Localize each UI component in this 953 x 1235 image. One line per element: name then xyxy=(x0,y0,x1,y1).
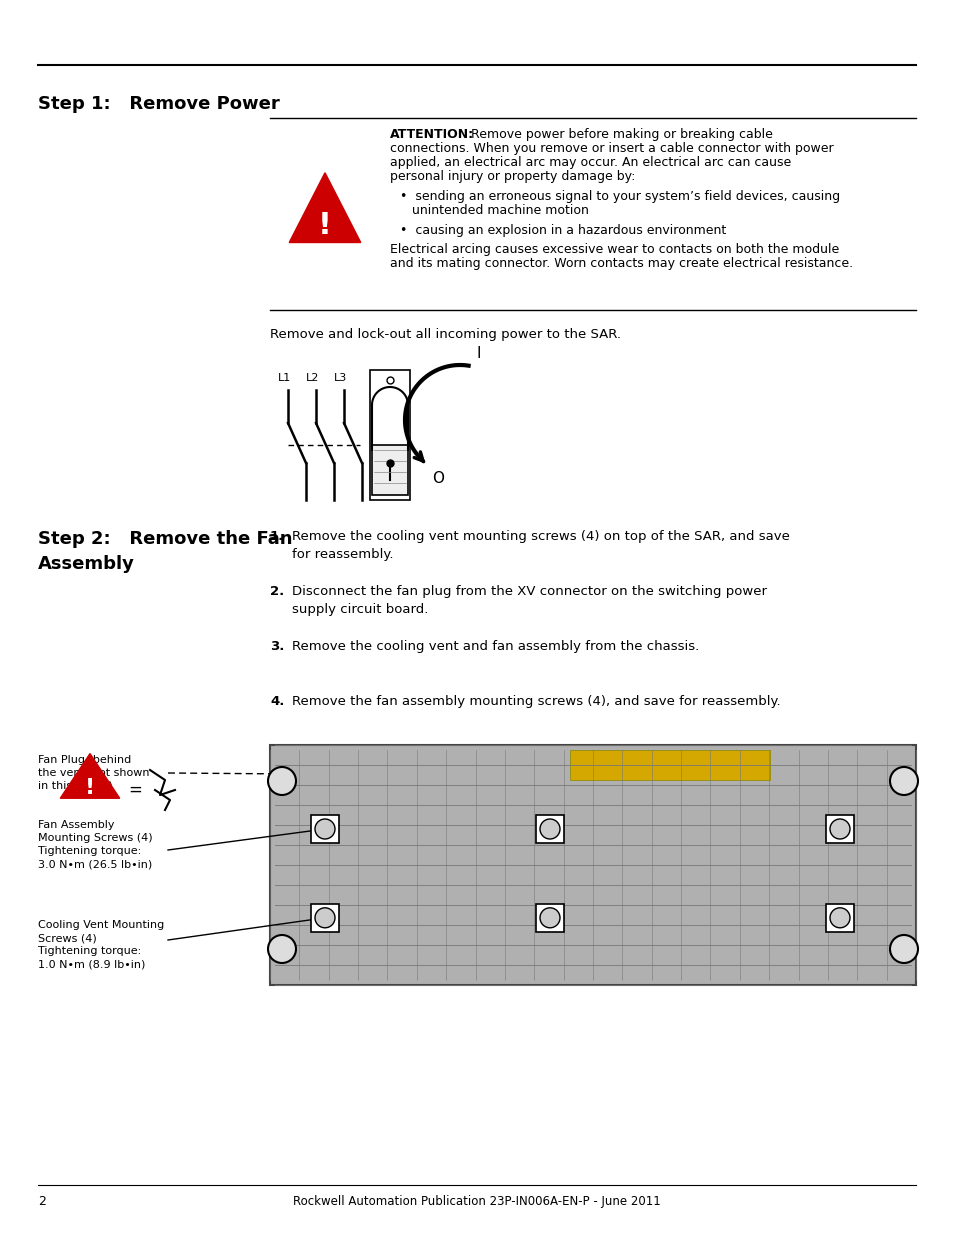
Polygon shape xyxy=(60,753,119,798)
Text: Remove power before making or breaking cable: Remove power before making or breaking c… xyxy=(467,128,772,141)
Circle shape xyxy=(539,908,559,927)
Text: !: ! xyxy=(85,778,95,798)
Text: !: ! xyxy=(317,211,332,241)
Text: connections. When you remove or insert a cable connector with power: connections. When you remove or insert a… xyxy=(390,142,833,156)
Circle shape xyxy=(889,935,917,963)
Circle shape xyxy=(539,819,559,839)
Text: •  sending an erroneous signal to your system’s field devices, causing: • sending an erroneous signal to your sy… xyxy=(399,190,840,203)
Polygon shape xyxy=(289,173,360,242)
Text: Step 1:   Remove Power: Step 1: Remove Power xyxy=(38,95,279,112)
Text: =: = xyxy=(128,781,142,799)
Text: unintended machine motion: unintended machine motion xyxy=(412,204,588,217)
Text: Disconnect the fan plug from the XV connector on the switching power
supply circ: Disconnect the fan plug from the XV conn… xyxy=(292,585,766,616)
Circle shape xyxy=(829,908,849,927)
FancyBboxPatch shape xyxy=(311,815,338,844)
FancyBboxPatch shape xyxy=(536,904,563,931)
Text: Fan Assembly
Mounting Screws (4)
Tightening torque:
3.0 N•m (26.5 lb•in): Fan Assembly Mounting Screws (4) Tighten… xyxy=(38,820,152,869)
Text: 3.: 3. xyxy=(270,640,284,653)
Circle shape xyxy=(268,935,295,963)
Circle shape xyxy=(889,767,917,795)
FancyBboxPatch shape xyxy=(569,750,769,781)
Text: O: O xyxy=(432,471,444,485)
FancyBboxPatch shape xyxy=(311,904,338,931)
Text: 2.: 2. xyxy=(270,585,284,598)
Text: Rockwell Automation Publication 23P-IN006A-EN-P - June 2011: Rockwell Automation Publication 23P-IN00… xyxy=(293,1195,660,1208)
Text: 2: 2 xyxy=(38,1195,46,1208)
FancyBboxPatch shape xyxy=(825,904,853,931)
Circle shape xyxy=(314,908,335,927)
Text: Remove and lock-out all incoming power to the SAR.: Remove and lock-out all incoming power t… xyxy=(270,329,620,341)
Text: personal injury or property damage by:: personal injury or property damage by: xyxy=(390,170,635,183)
FancyBboxPatch shape xyxy=(270,745,915,986)
FancyBboxPatch shape xyxy=(825,815,853,844)
Text: L2: L2 xyxy=(306,373,319,383)
Text: 4.: 4. xyxy=(270,695,284,708)
Text: Electrical arcing causes excessive wear to contacts on both the module: Electrical arcing causes excessive wear … xyxy=(390,243,839,256)
FancyBboxPatch shape xyxy=(370,370,410,500)
FancyBboxPatch shape xyxy=(372,445,408,495)
Circle shape xyxy=(268,767,295,795)
Text: •  causing an explosion in a hazardous environment: • causing an explosion in a hazardous en… xyxy=(399,224,725,237)
Text: applied, an electrical arc may occur. An electrical arc can cause: applied, an electrical arc may occur. An… xyxy=(390,156,790,169)
Text: L3: L3 xyxy=(334,373,347,383)
Text: ATTENTION:: ATTENTION: xyxy=(390,128,474,141)
Text: Fan Plug (behind
the vent, not shown
in this figure): Fan Plug (behind the vent, not shown in … xyxy=(38,755,150,792)
Text: 1.: 1. xyxy=(270,530,284,543)
Text: Cooling Vent Mounting
Screws (4)
Tightening torque:
1.0 N•m (8.9 lb•in): Cooling Vent Mounting Screws (4) Tighten… xyxy=(38,920,164,969)
Text: Remove the fan assembly mounting screws (4), and save for reassembly.: Remove the fan assembly mounting screws … xyxy=(292,695,780,708)
Text: I: I xyxy=(476,346,480,361)
Text: Remove the cooling vent and fan assembly from the chassis.: Remove the cooling vent and fan assembly… xyxy=(292,640,699,653)
Text: and its mating connector. Worn contacts may create electrical resistance.: and its mating connector. Worn contacts … xyxy=(390,257,852,270)
Circle shape xyxy=(314,819,335,839)
Text: Remove the cooling vent mounting screws (4) on top of the SAR, and save
for reas: Remove the cooling vent mounting screws … xyxy=(292,530,789,561)
FancyBboxPatch shape xyxy=(536,815,563,844)
Circle shape xyxy=(829,819,849,839)
Text: Step 2:   Remove the Fan
Assembly: Step 2: Remove the Fan Assembly xyxy=(38,530,293,573)
Text: L1: L1 xyxy=(277,373,291,383)
